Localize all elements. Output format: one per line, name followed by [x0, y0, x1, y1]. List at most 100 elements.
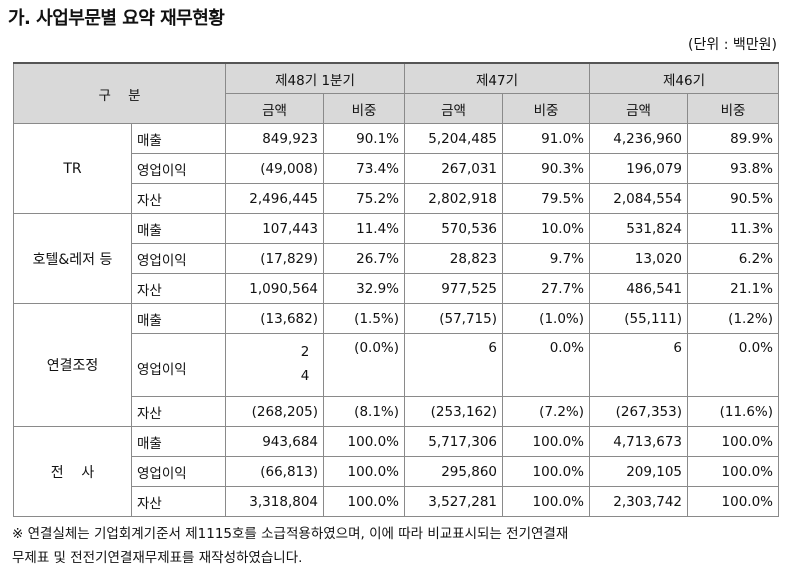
cell-value: 73.4%	[323, 153, 406, 184]
table-row: 자산 3,318,804 100.0% 3,527,281 100.0% 2,3…	[14, 486, 780, 517]
footnote-line: ※ 연결실체는 기업회계기준서 제1115호를 소급적용하였으며, 이에 따라 …	[12, 526, 569, 542]
cell-value: (1.2%)	[687, 303, 780, 334]
cell-value: 11.3%	[687, 213, 780, 244]
header-category: 구 분	[12, 62, 227, 124]
table-row: 자산 2,496,445 75.2% 2,802,918 79.5% 2,084…	[14, 183, 780, 214]
section-title: 가. 사업부문별 요약 재무현황	[8, 8, 225, 29]
header-period-46: 제46기	[589, 62, 780, 94]
table-row: 영업이익 (17,829) 26.7% 28,823 9.7% 13,020 6…	[14, 243, 780, 274]
cell-value: 9.7%	[502, 243, 591, 274]
header-period-47: 제47기	[404, 62, 591, 94]
cell-value: (267,353)	[589, 396, 689, 427]
cell-value: 3,318,804	[225, 486, 325, 517]
row-item: 매출	[130, 426, 227, 457]
header-ratio: 비중	[502, 93, 591, 124]
table-row: 영업이익 24 (0.0%) 6 0.0% 6 0.0%	[14, 333, 780, 397]
cell-value: 267,031	[404, 153, 504, 184]
cell-value-text: 24	[300, 344, 310, 384]
cell-value: (13,682)	[225, 303, 325, 334]
cell-value: 90.3%	[502, 153, 591, 184]
cell-value: 2,496,445	[225, 183, 325, 214]
cell-value: 3,527,281	[404, 486, 504, 517]
cell-value: 27.7%	[502, 273, 591, 304]
cell-value: 6.2%	[687, 243, 780, 274]
table-row: 전 사 매출 943,684 100.0% 5,717,306 100.0% 4…	[13, 426, 780, 517]
cell-value: 24	[225, 333, 325, 397]
cell-value: 100.0%	[502, 486, 591, 517]
cell-value: 4,713,673	[589, 426, 689, 457]
cell-value: 531,824	[589, 213, 689, 244]
table-row: 연결조정 매출 (13,682) (1.5%) (57,715) (1.0%) …	[13, 303, 780, 427]
table-row: 자산 (268,205) (8.1%) (253,162) (7.2%) (26…	[14, 396, 780, 427]
header-period-48q1: 제48기 1분기	[225, 62, 406, 94]
cell-value: (1.0%)	[502, 303, 591, 334]
footnote: ※ 연결실체는 기업회계기준서 제1115호를 소급적용하였으며, 이에 따라 …	[12, 522, 802, 570]
row-item: 자산	[130, 396, 227, 427]
cell-value: 107,443	[225, 213, 325, 244]
cell-value: 6	[589, 333, 689, 397]
cell-value: 89.9%	[687, 123, 780, 154]
cell-value: 90.5%	[687, 183, 780, 214]
cell-value: 4,236,960	[589, 123, 689, 154]
cell-value: 100.0%	[687, 426, 780, 457]
cell-value: 21.1%	[687, 273, 780, 304]
cell-value: 10.0%	[502, 213, 591, 244]
cell-value: 570,536	[404, 213, 504, 244]
cell-value: 90.1%	[323, 123, 406, 154]
footnote-line: 무제표 및 전전기연결재무제표를 재작성하였습니다.	[12, 550, 303, 566]
cell-value: (268,205)	[225, 396, 325, 427]
row-item: 매출	[130, 213, 227, 244]
cell-value: 0.0%	[687, 333, 780, 397]
cell-value: 93.8%	[687, 153, 780, 184]
cell-value: (0.0%)	[323, 333, 406, 397]
cell-value: 100.0%	[323, 456, 406, 487]
row-item: 영업이익	[130, 456, 227, 487]
group-company-total: 전 사	[13, 426, 132, 517]
cell-value: 2,303,742	[589, 486, 689, 517]
cell-value: (1.5%)	[323, 303, 406, 334]
row-item: 영업이익	[130, 333, 227, 397]
cell-value: 5,717,306	[404, 426, 504, 457]
cell-value: 100.0%	[502, 426, 591, 457]
cell-value: 26.7%	[323, 243, 406, 274]
header-amount: 금액	[225, 93, 325, 124]
cell-value: 849,923	[225, 123, 325, 154]
header-ratio: 비중	[687, 93, 780, 124]
cell-value: 32.9%	[323, 273, 406, 304]
cell-value: 943,684	[225, 426, 325, 457]
unit-label: (단위 : 백만원)	[688, 37, 777, 53]
cell-value: 5,204,485	[404, 123, 504, 154]
cell-value: 196,079	[589, 153, 689, 184]
row-item: 영업이익	[130, 243, 227, 274]
cell-value: 486,541	[589, 273, 689, 304]
cell-value: (11.6%)	[687, 396, 780, 427]
group-consolidation: 연결조정	[13, 303, 132, 427]
cell-value: (49,008)	[225, 153, 325, 184]
group-hotel-leisure: 호텔&레저 등	[13, 213, 132, 304]
table-row: TR 매출 849,923 90.1% 5,204,485 91.0% 4,23…	[13, 123, 780, 214]
cell-value: 209,105	[589, 456, 689, 487]
header-row-columns: 금액 비중 금액 비중 금액 비중	[14, 93, 780, 124]
cell-value: (253,162)	[404, 396, 504, 427]
table-row: 호텔&레저 등 매출 107,443 11.4% 570,536 10.0% 5…	[13, 213, 780, 304]
header-amount: 금액	[404, 93, 504, 124]
cell-value: 977,525	[404, 273, 504, 304]
cell-value: 100.0%	[687, 486, 780, 517]
financial-summary-table: 구 분 제48기 1분기 제47기 제46기 금액 비중 금액 비중 금액 비중…	[12, 62, 780, 517]
cell-value: (57,715)	[404, 303, 504, 334]
row-item: 영업이익	[130, 153, 227, 184]
cell-value: 6	[404, 333, 504, 397]
header-amount: 금액	[589, 93, 689, 124]
cell-value: (17,829)	[225, 243, 325, 274]
cell-value: 75.2%	[323, 183, 406, 214]
cell-value: 11.4%	[323, 213, 406, 244]
cell-value: 100.0%	[687, 456, 780, 487]
table-row: 영업이익 (49,008) 73.4% 267,031 90.3% 196,07…	[14, 153, 780, 184]
group-tr: TR	[13, 123, 132, 214]
cell-value: 1,090,564	[225, 273, 325, 304]
row-item: 매출	[130, 123, 227, 154]
cell-value: 100.0%	[323, 486, 406, 517]
cell-value: 2,084,554	[589, 183, 689, 214]
header-ratio: 비중	[323, 93, 406, 124]
cell-value: (8.1%)	[323, 396, 406, 427]
